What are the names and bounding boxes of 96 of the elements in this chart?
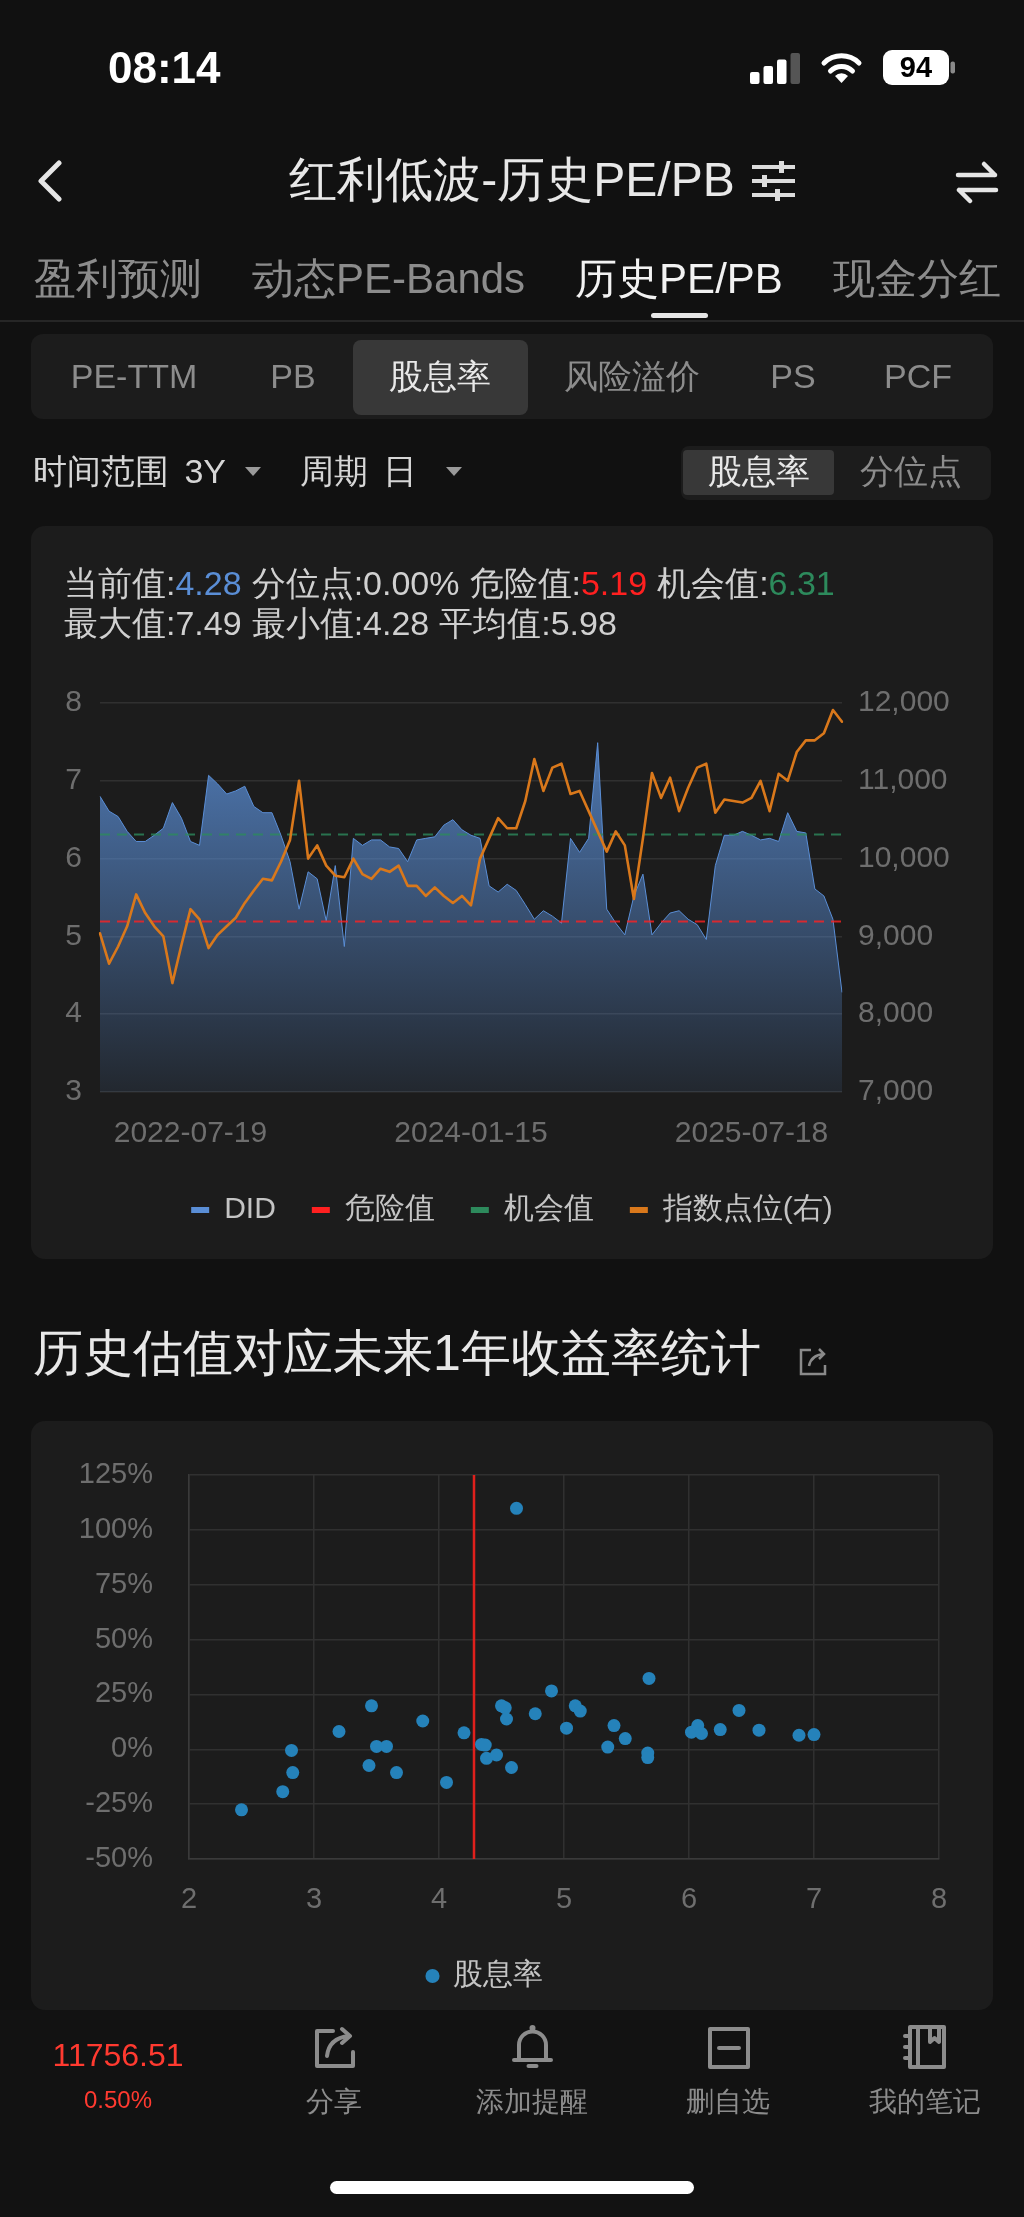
point <box>642 1671 656 1685</box>
legend-label: 危险值 <box>344 1191 435 1225</box>
y-tick-label: 0% <box>111 1731 153 1764</box>
y2-tick-label: 9,000 <box>858 917 934 951</box>
point <box>545 1684 558 1698</box>
text: PCF <box>884 357 952 397</box>
x-tick-label: 4 <box>430 1882 448 1915</box>
text: 周期 日 <box>300 452 418 492</box>
point <box>505 1761 518 1774</box>
text: PB <box>270 357 316 397</box>
y2-tick-label: 7,000 <box>858 1073 934 1107</box>
point <box>235 1803 248 1817</box>
x-tick-label: 2022-07-19 <box>113 1115 268 1149</box>
y2-tick-label: 8,000 <box>858 995 934 1029</box>
point <box>601 1740 615 1754</box>
x-tick-label: 2024-01-15 <box>394 1115 548 1149</box>
y-tick-label: 6 <box>65 839 82 873</box>
x-tick-label: 2025-07-18 <box>674 1115 829 1149</box>
point <box>285 1743 298 1757</box>
point <box>362 1759 376 1773</box>
y-tick-label: 25% <box>94 1676 153 1709</box>
y2-tick-label: 10,000 <box>858 839 950 873</box>
text: 动态PE-Bands <box>252 255 526 304</box>
text: 分位点:0.00% <box>251 563 460 603</box>
point <box>510 1501 523 1515</box>
point <box>695 1726 708 1740</box>
text: 最大值:7.49 <box>64 603 242 643</box>
y2-tick-label: 11,000 <box>858 762 948 796</box>
y-tick-label: 3 <box>65 1073 82 1107</box>
text: 我的笔记 <box>869 2086 981 2119</box>
text: 现金分红 <box>832 255 1001 304</box>
point <box>618 1732 632 1746</box>
text: 股息率 <box>389 357 491 397</box>
point <box>732 1703 746 1717</box>
text: 风险溢价 <box>564 357 700 397</box>
point <box>807 1728 821 1742</box>
text: 当前值:4.28 <box>64 563 242 603</box>
y-tick-label: 7 <box>65 762 82 796</box>
text: 危险值:5.19 <box>469 563 648 603</box>
legend-label: DID <box>224 1191 276 1225</box>
point <box>416 1714 430 1728</box>
text: 股息率 <box>708 452 810 492</box>
text: 0.50% <box>83 2086 153 2114</box>
point <box>457 1726 471 1740</box>
point <box>380 1739 393 1753</box>
point <box>560 1721 573 1735</box>
y-tick-label: 5 <box>65 917 82 951</box>
text: 历史PE/PB <box>575 255 783 304</box>
text: 最小值:4.28 <box>251 603 430 643</box>
legend-label: 指数点位(右) <box>661 1191 833 1225</box>
chart-title: 历史估值对应未来1年收益率统计 <box>33 1325 761 1383</box>
text: 08:14 <box>108 43 221 94</box>
point <box>365 1699 378 1713</box>
x-tick-label: 6 <box>680 1882 698 1915</box>
y2-tick-label: 12,000 <box>858 684 950 718</box>
text: 分享 <box>306 2086 362 2119</box>
y-tick-label: 4 <box>65 995 82 1029</box>
point <box>390 1766 403 1780</box>
y-tick-label: 50% <box>94 1621 153 1654</box>
y-tick-label: -25% <box>85 1786 153 1819</box>
text: 分位点 <box>860 452 962 492</box>
point <box>573 1704 587 1718</box>
x-tick-label: 7 <box>805 1882 823 1915</box>
text: 删自选 <box>686 2086 770 2119</box>
y-tick-label: 125% <box>78 1457 153 1489</box>
y-tick-label: 75% <box>94 1566 153 1599</box>
text: 11756.51 <box>52 2037 184 2074</box>
point <box>498 1701 512 1715</box>
y-tick-label: -50% <box>85 1841 153 1873</box>
text: 盈利预测 <box>34 255 202 304</box>
point <box>332 1725 346 1739</box>
text: 机会值:6.31 <box>657 563 835 603</box>
point <box>500 1712 513 1726</box>
text: 添加提醒 <box>476 2086 588 2119</box>
text: PS <box>770 357 816 397</box>
x-tick-label: 3 <box>305 1882 323 1915</box>
text: PE-TTM <box>70 357 198 397</box>
y-tick-label: 8 <box>65 684 82 718</box>
point <box>440 1775 453 1789</box>
x-tick-label: 8 <box>930 1882 948 1915</box>
text: 平均值:5.98 <box>439 603 617 643</box>
point <box>752 1723 766 1737</box>
y-tick-label: 100% <box>78 1511 153 1544</box>
text: 红利低波-历史PE/PB <box>289 152 735 208</box>
point <box>607 1719 621 1733</box>
legend-label: 机会值 <box>503 1191 594 1225</box>
point <box>276 1785 290 1799</box>
x-tick-label: 2 <box>180 1882 198 1915</box>
point <box>286 1766 300 1780</box>
text: 时间范围 3Y <box>33 452 227 492</box>
x-tick-label: 5 <box>555 1882 573 1915</box>
point <box>490 1748 503 1762</box>
point <box>713 1723 727 1737</box>
point <box>528 1707 542 1721</box>
point <box>792 1728 806 1742</box>
legend-label: 股息率 <box>452 1957 543 1991</box>
